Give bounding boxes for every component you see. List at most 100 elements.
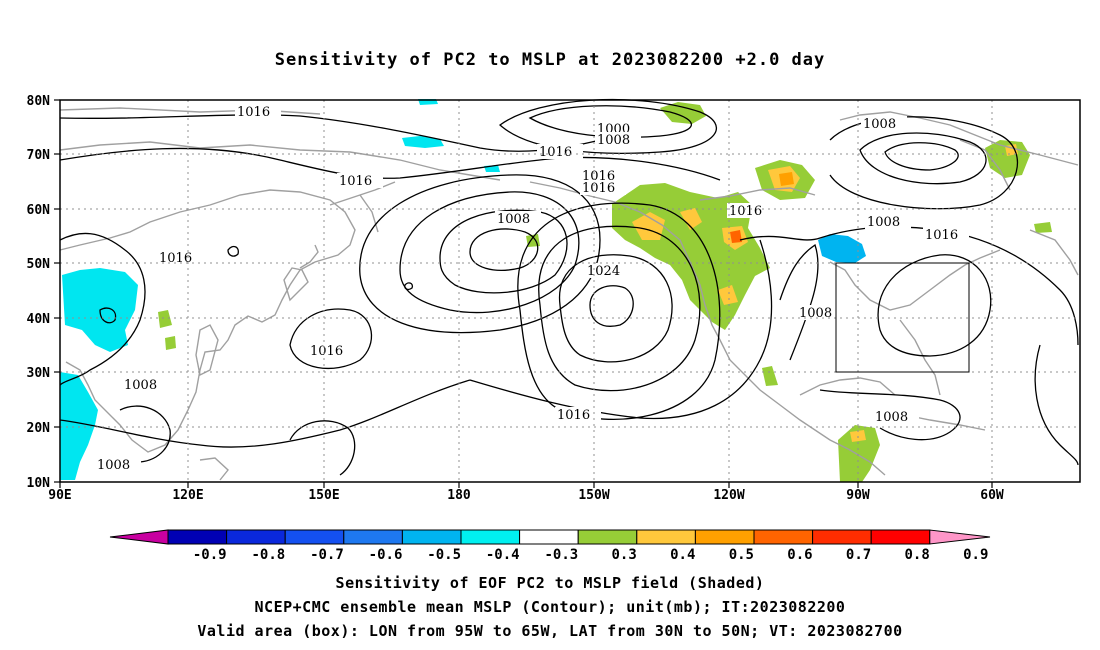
lat-tick-label: 70N [27,148,51,163]
contour-label: 1008 [97,458,130,473]
colorbar-swatch [167,529,228,545]
lon-axis-labels: 90E 120E 150E 180 150W 120W 90W 60W [48,488,1004,503]
positive-region [779,172,794,186]
lat-axis-labels: 80N 70N 60N 50N 40N 30N 20N 10N [27,94,51,491]
contour-label: 1016 [925,228,958,243]
positive-region [158,310,172,328]
negative-region [402,136,444,148]
contour-line [399,191,580,314]
colorbar-swatch [226,529,286,545]
contour-line [59,232,146,386]
coastline [283,267,309,302]
lat-tick-label: 60N [27,203,51,218]
positive-region [838,425,880,482]
lon-tick-label: 150E [308,488,339,503]
contour-line [119,405,171,463]
lat-tick-label: 50N [27,257,51,272]
coastline [1029,229,1079,276]
footer-line-2: NCEP+CMC ensemble mean MSLP (Contour); u… [254,598,846,616]
lat-tick-label: 80N [27,94,51,109]
lon-tick-label: 120E [172,488,203,503]
contour-line [469,239,773,420]
coastline [839,111,1079,166]
lon-tick-label: 60W [980,488,1004,503]
colorbar-tick-label: 0.9 [963,547,988,563]
colorbar-tick-label: -0.7 [310,547,344,563]
chart-title: Sensitivity of PC2 to MSLP at 2023082200… [274,50,826,70]
colorbar-swatch [577,529,638,545]
colorbar-low-arrow [109,529,169,545]
colorbar-tick-label: -0.9 [193,547,227,563]
negative-region [818,234,866,263]
coastline [899,319,941,396]
coastline [699,187,816,201]
positive-region [680,208,702,230]
contour-line [439,209,568,294]
coastline [299,244,319,269]
colorbar-tick-label: 0.5 [729,547,754,563]
colorbar-swatch [460,529,521,545]
contour-label: 1016 [159,251,192,266]
contour-line [538,225,701,392]
negative-region [60,372,98,480]
contour-line [528,105,692,138]
positive-region [762,366,778,386]
contour-line [1034,344,1079,466]
contour-line [469,228,539,271]
contour-label: 1024 [587,264,620,279]
colorbar-swatch [870,529,931,545]
colorbar-swatch [519,529,579,545]
contour-line [877,254,992,357]
lon-tick-label: 150W [578,488,609,503]
contour-line [227,245,239,257]
contour-label: 1016 [237,105,270,120]
contour-label-layer: 1016 1000 1008 1016 1016 1016 1016 1008 … [95,104,969,473]
lat-tick-label: 10N [27,476,51,491]
contour-line [289,420,356,476]
colorbar-tick-label: 0.4 [670,547,695,563]
contour-label: 1016 [582,181,615,196]
colorbar-tick-label: 0.7 [846,547,871,563]
contour-label: 1008 [497,212,530,227]
positive-region [165,336,176,350]
contour-line [359,174,601,334]
contour-line [59,379,471,448]
colorbar-swatch [694,529,755,545]
contour-line [779,243,819,361]
coastline [529,181,886,476]
footer-line-1: Sensitivity of EOF PC2 to MSLP field (Sh… [335,574,765,592]
colorbar-tick-label: -0.8 [251,547,285,563]
lat-tick-label: 30N [27,366,51,381]
contour-line [404,282,414,291]
coastline [799,377,896,396]
contour-label: 1008 [799,306,832,321]
colorbar-tick-label: -0.6 [369,547,403,563]
contour-line [59,114,601,152]
contour-line [289,308,373,370]
contour-label: 1016 [539,145,572,160]
colorbar-tick-label: -0.3 [544,547,578,563]
colorbar-swatch [284,529,345,545]
contour-label: 1008 [863,117,896,132]
colorbar-swatch [343,529,403,545]
contour-line [739,226,1079,346]
plot-frame [59,99,1081,483]
positive-region [1034,222,1052,233]
lat-tick-label: 20N [27,421,51,436]
coastline [829,249,1001,311]
contour-label: 1016 [339,174,372,189]
footer-line-3: Valid area (box): LON from 95W to 65W, L… [197,622,903,640]
contour-label: 1008 [875,410,908,425]
contour-line [517,202,721,420]
contour-label: 1008 [597,133,630,148]
contour-layer [59,98,1079,476]
lon-tick-label: 120W [713,488,744,503]
positive-region [718,285,738,305]
contour-label: 1016 [557,408,590,423]
gridlines [60,100,1080,482]
coastline [359,194,379,233]
coastline [195,324,219,377]
coastline [59,189,356,453]
contour-label: 1008 [867,215,900,230]
